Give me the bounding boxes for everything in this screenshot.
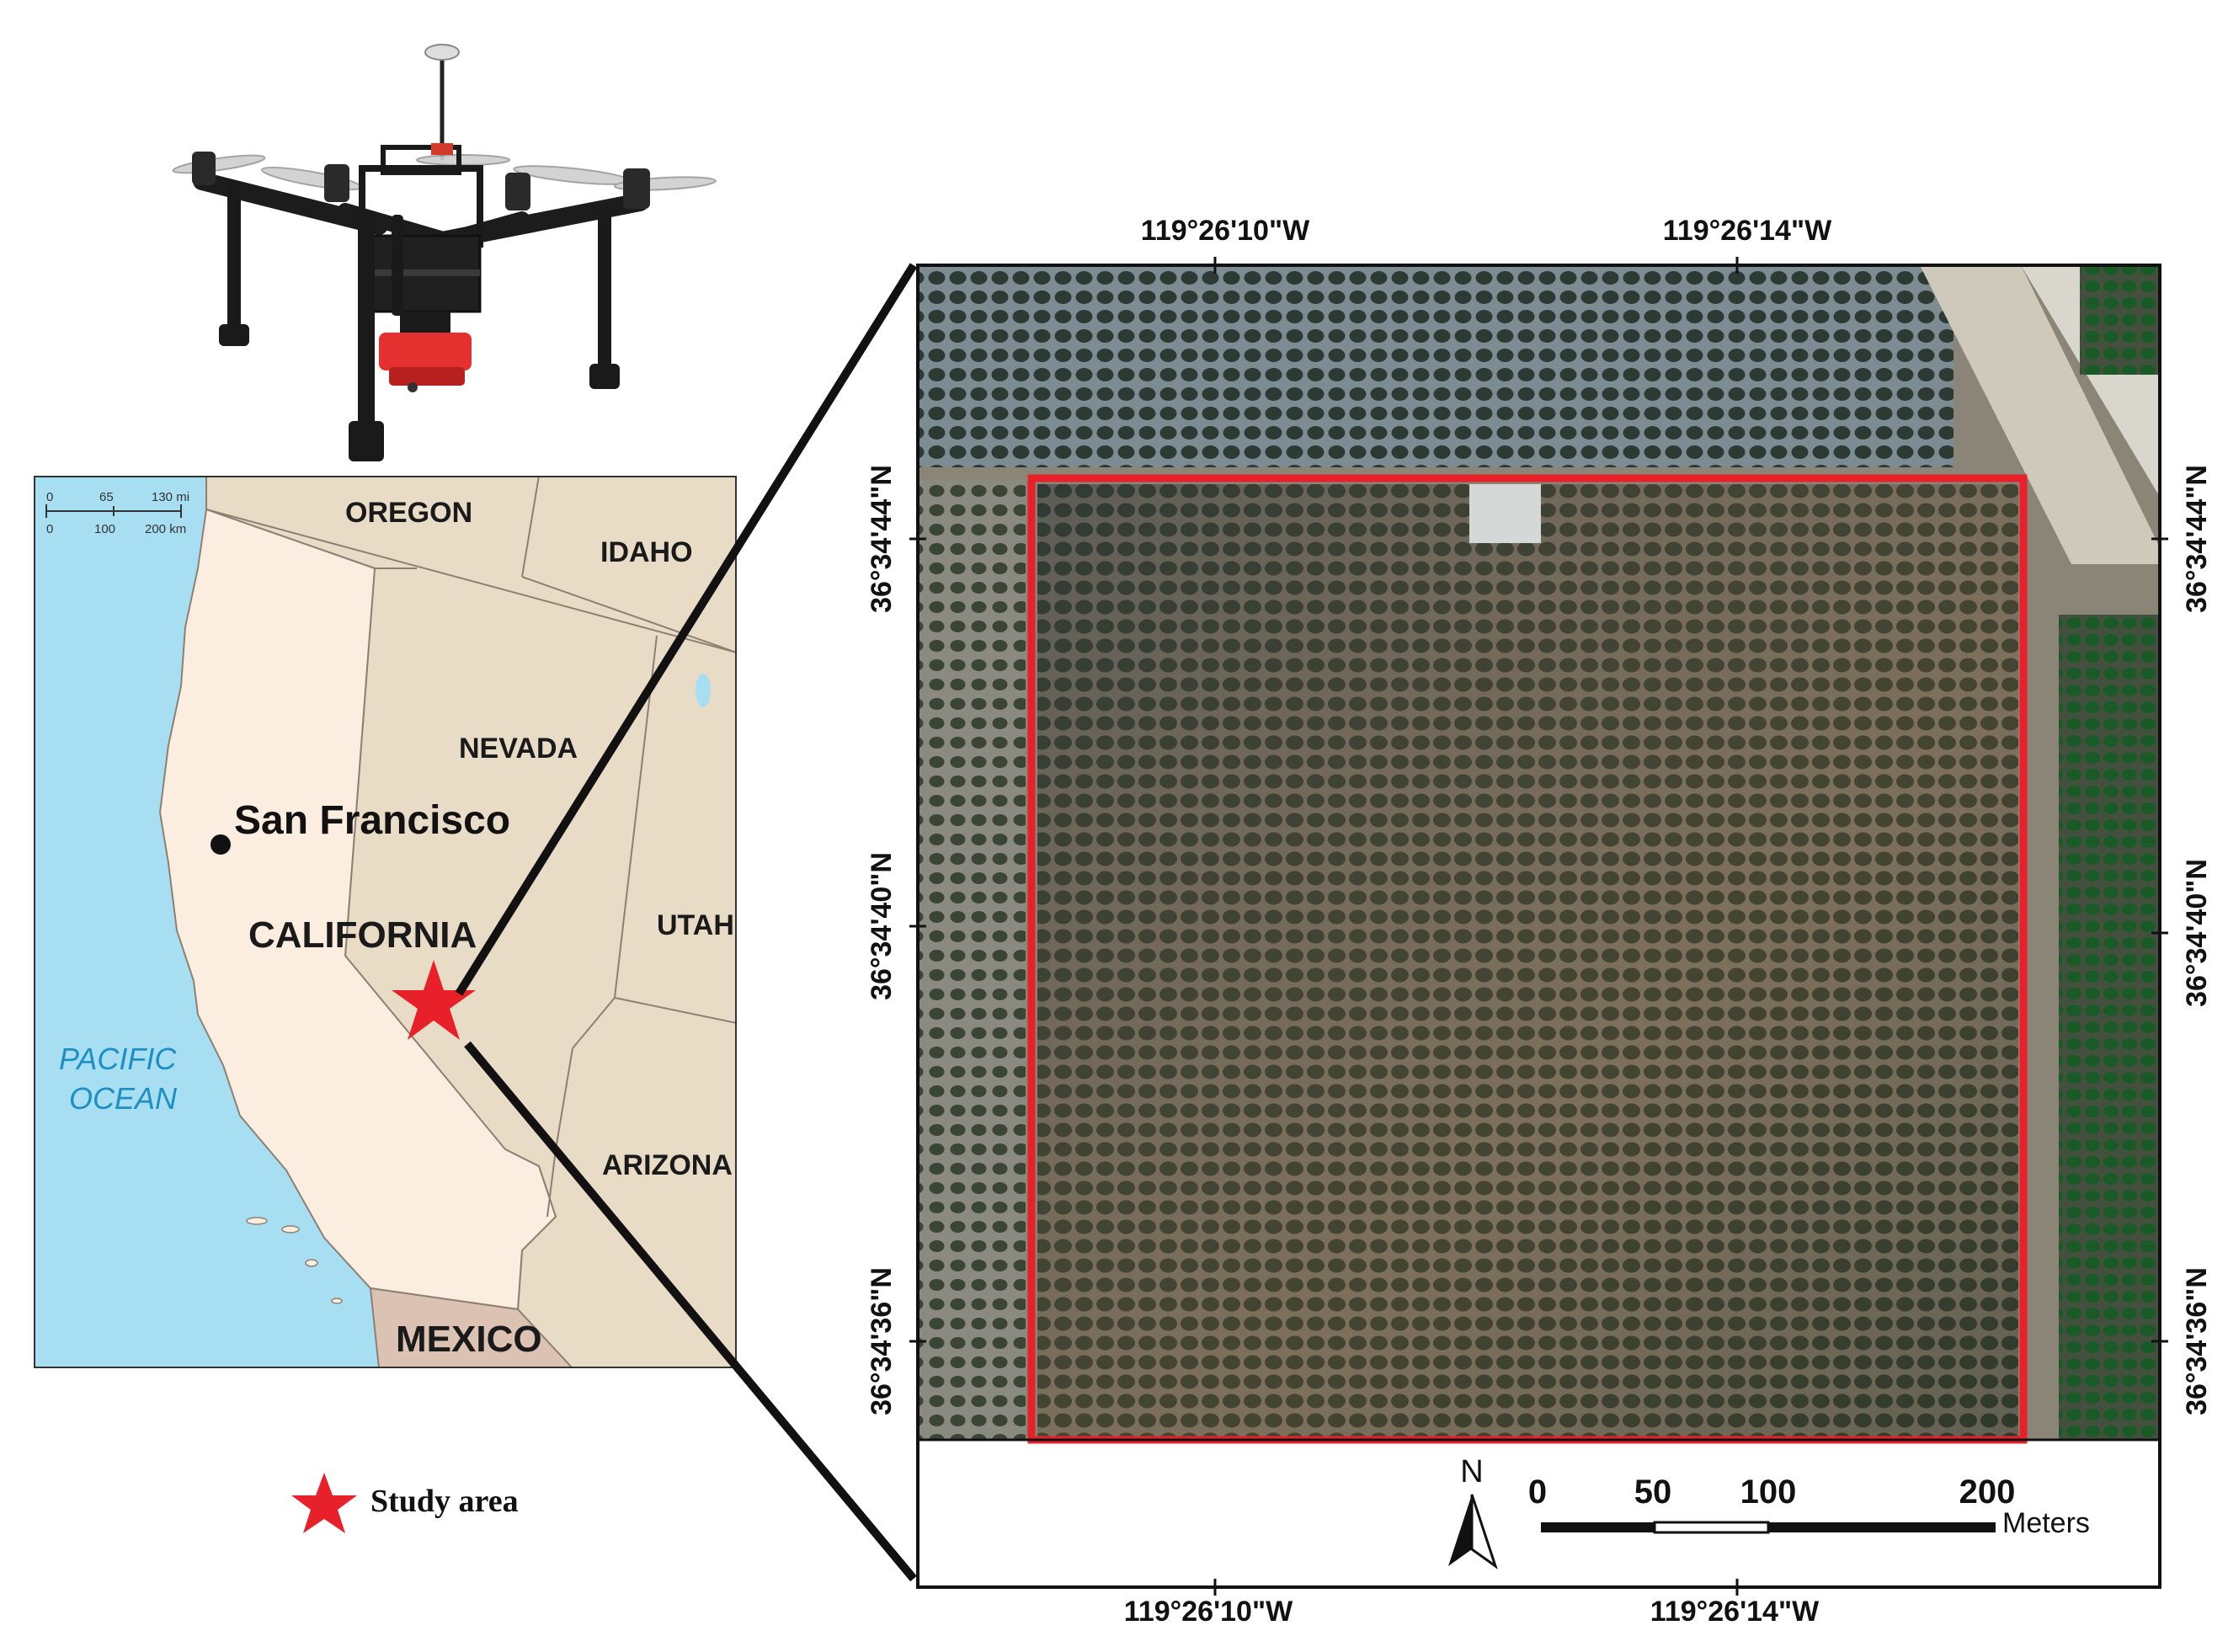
label-pacific: PACIFIC <box>59 1042 177 1076</box>
orthomosaic-image <box>918 265 2160 1440</box>
left-lat-label-3: 36°34'36"N <box>866 1267 898 1415</box>
scale-50: 50 <box>1634 1473 1672 1511</box>
scale-km-100: 100 <box>94 522 115 536</box>
left-lat-label-1: 36°34'44"N <box>866 465 898 613</box>
city-marker-icon <box>211 834 231 855</box>
scale-mi-65: 65 <box>99 490 114 504</box>
top-lon-label-1: 119°26'10"W <box>1141 215 1310 247</box>
label-california: CALIFORNIA <box>248 914 477 956</box>
red-star-icon <box>291 1473 357 1533</box>
meters-scale-bar: 0 50 100 200 Meters <box>1528 1473 2090 1539</box>
camera-sensor-icon <box>379 312 472 392</box>
top-lon-label-2: 119°26'14"W <box>1663 215 1832 247</box>
scale-km-0: 0 <box>46 522 53 536</box>
north-arrow-icon: N <box>1448 1454 1498 1569</box>
bottom-lon-label-1: 119°26'10"W <box>1124 1596 1293 1628</box>
legend-label: Study area <box>370 1484 519 1519</box>
right-lat-label-2: 36°34'40"N <box>2181 859 2213 1007</box>
label-mexico: MEXICO <box>396 1319 542 1360</box>
scale-mi-130: 130 mi <box>152 490 189 504</box>
uav-drone-illustration <box>172 44 717 461</box>
lake-icon <box>696 674 711 707</box>
right-lat-label-1: 36°34'44"N <box>2181 465 2213 613</box>
scale-100: 100 <box>1740 1473 1797 1511</box>
study-area-star-icon <box>392 960 476 1040</box>
label-idaho: IDAHO <box>600 536 693 568</box>
north-label: N <box>1460 1454 1483 1489</box>
legend: Study area <box>286 1469 640 1537</box>
bottom-lon-label-2: 119°26'14"W <box>1650 1596 1820 1628</box>
scale-0: 0 <box>1528 1473 1547 1511</box>
label-san-francisco: San Francisco <box>234 798 510 843</box>
map-scale-bar: 0 65 130 mi 0 100 200 km <box>45 490 189 536</box>
label-utah: UTAH <box>657 909 734 941</box>
orchard-orthomosaic-panel: 119°26'10"W 119°26'14"W 119°26'10"W 119°… <box>866 215 2213 1628</box>
scale-km-200: 200 km <box>145 522 186 536</box>
label-arizona: ARIZONA <box>602 1149 733 1181</box>
label-oregon: OREGON <box>345 497 472 529</box>
label-ocean: OCEAN <box>69 1081 178 1116</box>
california-locator-map: 0 65 130 mi 0 100 200 km OREGON IDAHO NE… <box>34 476 737 1368</box>
scale-200: 200 <box>1959 1473 2016 1511</box>
left-lat-label-2: 36°34'40"N <box>866 852 898 1000</box>
label-nevada: NEVADA <box>459 733 578 765</box>
scale-unit: Meters <box>2002 1507 2090 1539</box>
right-lat-label-3: 36°34'36"N <box>2181 1267 2213 1415</box>
scale-mi-0: 0 <box>46 490 53 504</box>
